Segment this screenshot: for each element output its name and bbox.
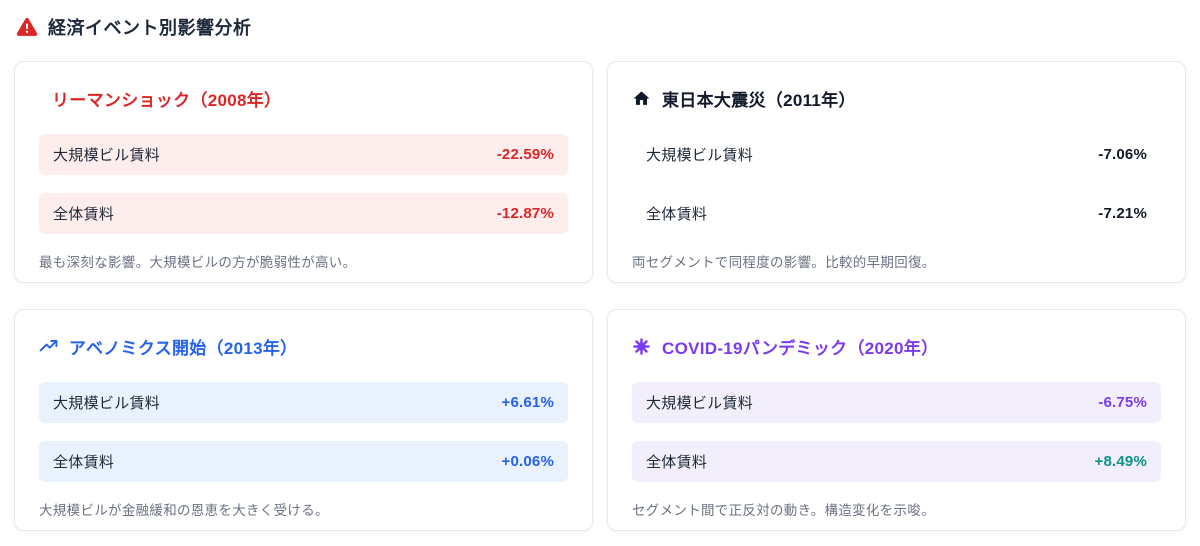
virus-icon xyxy=(632,337,651,356)
event-card-title: リーマンショック（2008年） xyxy=(52,86,568,111)
metric-row-overall: 全体賃料 -7.21% xyxy=(632,193,1161,234)
metric-value: -7.21% xyxy=(1098,205,1147,222)
metric-label: 大規模ビル賃料 xyxy=(646,395,754,412)
card-note: 最も深刻な影響。大規模ビルの方が脆弱性が高い。 xyxy=(39,255,357,270)
event-card-title: 東日本大震災（2011年） xyxy=(632,86,1161,111)
event-card-tohoku-earthquake: 東日本大震災（2011年） 大規模ビル賃料 -7.06% 全体賃料 -7.21%… xyxy=(607,61,1186,283)
card-note: 大規模ビルが金融緩和の恩恵を大きく受ける。 xyxy=(39,503,329,518)
event-card-covid19: COVID-19パンデミック（2020年） 大規模ビル賃料 -6.75% 全体賃… xyxy=(607,309,1186,531)
metric-rows: 大規模ビル賃料 -6.75% 全体賃料 +8.49% xyxy=(632,382,1161,482)
metric-value: -22.59% xyxy=(496,146,554,163)
metric-label: 大規模ビル賃料 xyxy=(53,147,161,164)
metric-value: +0.06% xyxy=(501,453,554,470)
metric-row-overall: 全体賃料 -12.87% xyxy=(39,193,568,234)
metric-row-overall: 全体賃料 +0.06% xyxy=(39,441,568,482)
page-header: 経済イベント別影響分析 xyxy=(16,14,1184,40)
page-title: 経済イベント別影響分析 xyxy=(48,18,252,38)
economic-event-analysis-page: 経済イベント別影響分析 リーマンショック（2008年） 大規模ビル賃料 -22.… xyxy=(14,14,1186,531)
metric-rows: 大規模ビル賃料 -22.59% 全体賃料 -12.87% xyxy=(39,134,568,234)
event-card-lehman-shock: リーマンショック（2008年） 大規模ビル賃料 -22.59% 全体賃料 -12… xyxy=(14,61,593,283)
metric-value: +8.49% xyxy=(1094,453,1147,470)
event-cards-grid: リーマンショック（2008年） 大規模ビル賃料 -22.59% 全体賃料 -12… xyxy=(14,61,1186,531)
metric-rows: 大規模ビル賃料 +6.61% 全体賃料 +0.06% xyxy=(39,382,568,482)
metric-label: 大規模ビル賃料 xyxy=(646,147,754,164)
metric-value: +6.61% xyxy=(501,394,554,411)
event-card-title-text: アベノミクス開始（2013年） xyxy=(69,339,298,358)
metric-label: 全体賃料 xyxy=(646,454,708,471)
metric-row-large-building: 大規模ビル賃料 +6.61% xyxy=(39,382,568,423)
event-card-title-text: COVID-19パンデミック（2020年） xyxy=(662,339,939,358)
metric-row-overall: 全体賃料 +8.49% xyxy=(632,441,1161,482)
metric-label: 全体賃料 xyxy=(53,206,115,223)
event-card-title: COVID-19パンデミック（2020年） xyxy=(632,334,1161,359)
metric-label: 全体賃料 xyxy=(646,206,708,223)
metric-row-large-building: 大規模ビル賃料 -7.06% xyxy=(632,134,1161,175)
metric-value: -6.75% xyxy=(1098,394,1147,411)
metric-row-large-building: 大規模ビル賃料 -22.59% xyxy=(39,134,568,175)
event-card-title: アベノミクス開始（2013年） xyxy=(39,334,568,359)
card-note: セグメント間で正反対の動き。構造変化を示唆。 xyxy=(632,503,935,518)
warning-triangle-icon xyxy=(16,17,38,37)
metric-value: -7.06% xyxy=(1098,146,1147,163)
metric-label: 大規模ビル賃料 xyxy=(53,395,161,412)
metric-rows: 大規模ビル賃料 -7.06% 全体賃料 -7.21% xyxy=(632,134,1161,234)
event-card-title-text: リーマンショック（2008年） xyxy=(52,91,282,110)
metric-row-large-building: 大規模ビル賃料 -6.75% xyxy=(632,382,1161,423)
event-card-title-text: 東日本大震災（2011年） xyxy=(662,91,856,110)
metric-value: -12.87% xyxy=(496,205,554,222)
trending-up-icon xyxy=(39,337,58,356)
home-icon xyxy=(632,89,651,108)
event-card-abenomics: アベノミクス開始（2013年） 大規模ビル賃料 +6.61% 全体賃料 +0.0… xyxy=(14,309,593,531)
card-note: 両セグメントで同程度の影響。比較的早期回復。 xyxy=(632,255,936,270)
metric-label: 全体賃料 xyxy=(53,454,115,471)
